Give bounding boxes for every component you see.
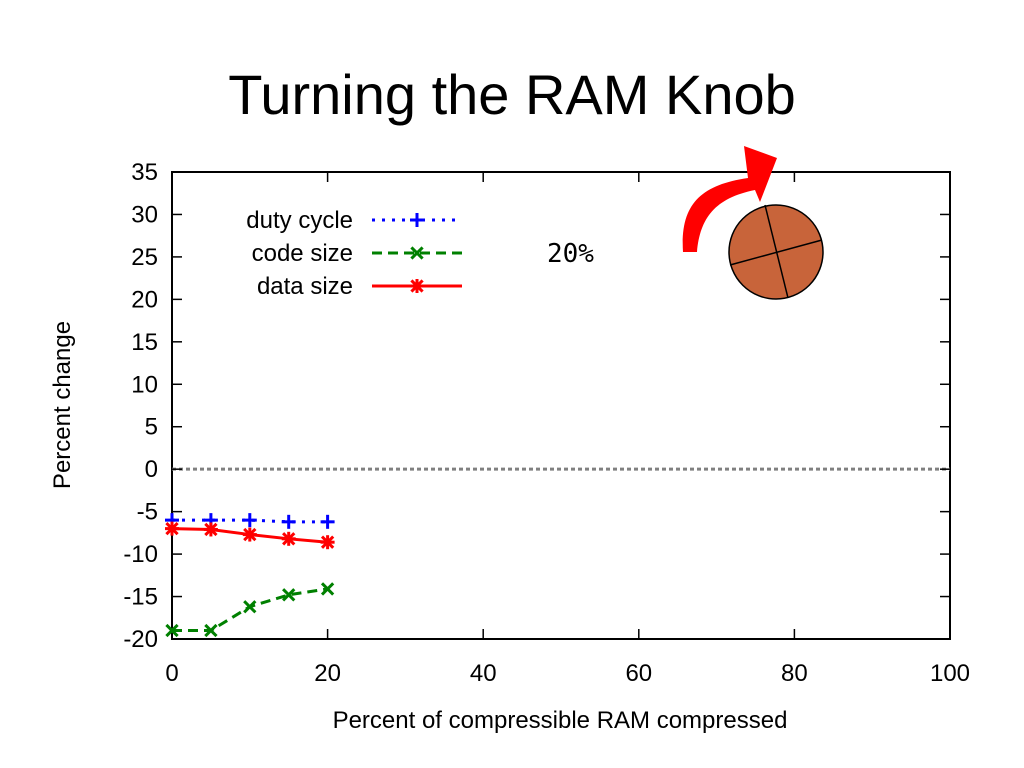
- x-tick-label: 100: [930, 660, 970, 687]
- data-point: [320, 535, 335, 550]
- legend-label: duty cycle: [246, 207, 353, 234]
- x-axis-label: Percent of compressible RAM compressed: [333, 707, 788, 734]
- legend-marker: [410, 246, 424, 260]
- turn-arrow-icon: [682, 146, 777, 252]
- data-point: [165, 521, 179, 536]
- series-layer: [165, 513, 335, 638]
- data-point: [203, 522, 218, 537]
- y-tick-label: 10: [131, 371, 158, 398]
- plot-border: [171, 171, 951, 640]
- data-point: [320, 582, 335, 596]
- data-point: [281, 531, 296, 546]
- data-point: [320, 514, 335, 529]
- x-tick-label: 80: [781, 660, 808, 687]
- legend-label: code size: [252, 240, 353, 267]
- data-point: [281, 514, 296, 529]
- y-tick-label: -5: [137, 499, 158, 526]
- y-tick-label: 15: [131, 329, 158, 356]
- y-tick-label: 25: [131, 244, 158, 271]
- legend-marker: [410, 279, 424, 293]
- series-line-code-size: [172, 587, 328, 633]
- legend-item-code-size: code size: [252, 240, 462, 267]
- series-data-size: [165, 521, 335, 550]
- y-tick-label: 5: [145, 414, 158, 441]
- x-tick-label: 60: [625, 660, 652, 687]
- y-tick-label: -15: [123, 584, 158, 611]
- series-duty-cycle: [165, 513, 335, 529]
- data-point: [165, 623, 179, 638]
- percent-annotation: 20%: [547, 239, 594, 269]
- data-point: [242, 513, 257, 528]
- legend-marker: [410, 213, 424, 227]
- legend-item-duty-cycle: duty cycle: [246, 207, 462, 234]
- data-point: [282, 588, 296, 602]
- x-tick-label: 40: [470, 660, 497, 687]
- legend-label: data size: [257, 273, 353, 300]
- x-tick-label: 0: [165, 660, 178, 687]
- y-axis-label: Percent change: [49, 321, 76, 489]
- x-tick-label: 20: [314, 660, 341, 687]
- y-axis-ticks: 35 30 25 20 15 10 5 0 -5 -10 -15 -20: [123, 159, 950, 653]
- data-point: [243, 600, 257, 614]
- data-point: [204, 623, 218, 638]
- legend-item-data-size: data size: [257, 273, 462, 300]
- y-tick-label: -10: [123, 541, 158, 568]
- y-tick-label: 30: [131, 201, 158, 228]
- y-tick-label: 20: [131, 286, 158, 313]
- data-point: [242, 527, 257, 542]
- ram-knob-icon: [728, 204, 824, 300]
- legend: duty cycle code size data size: [246, 207, 462, 300]
- slide-title: Turning the RAM Knob: [228, 63, 796, 126]
- y-tick-label: 0: [145, 456, 158, 483]
- y-tick-label: -20: [123, 626, 158, 653]
- x-axis-ticks: 0 20 40 60 80 100: [165, 172, 970, 687]
- plot-frame: [171, 171, 951, 640]
- series-code-size: [165, 582, 335, 638]
- y-tick-label: 35: [131, 159, 158, 186]
